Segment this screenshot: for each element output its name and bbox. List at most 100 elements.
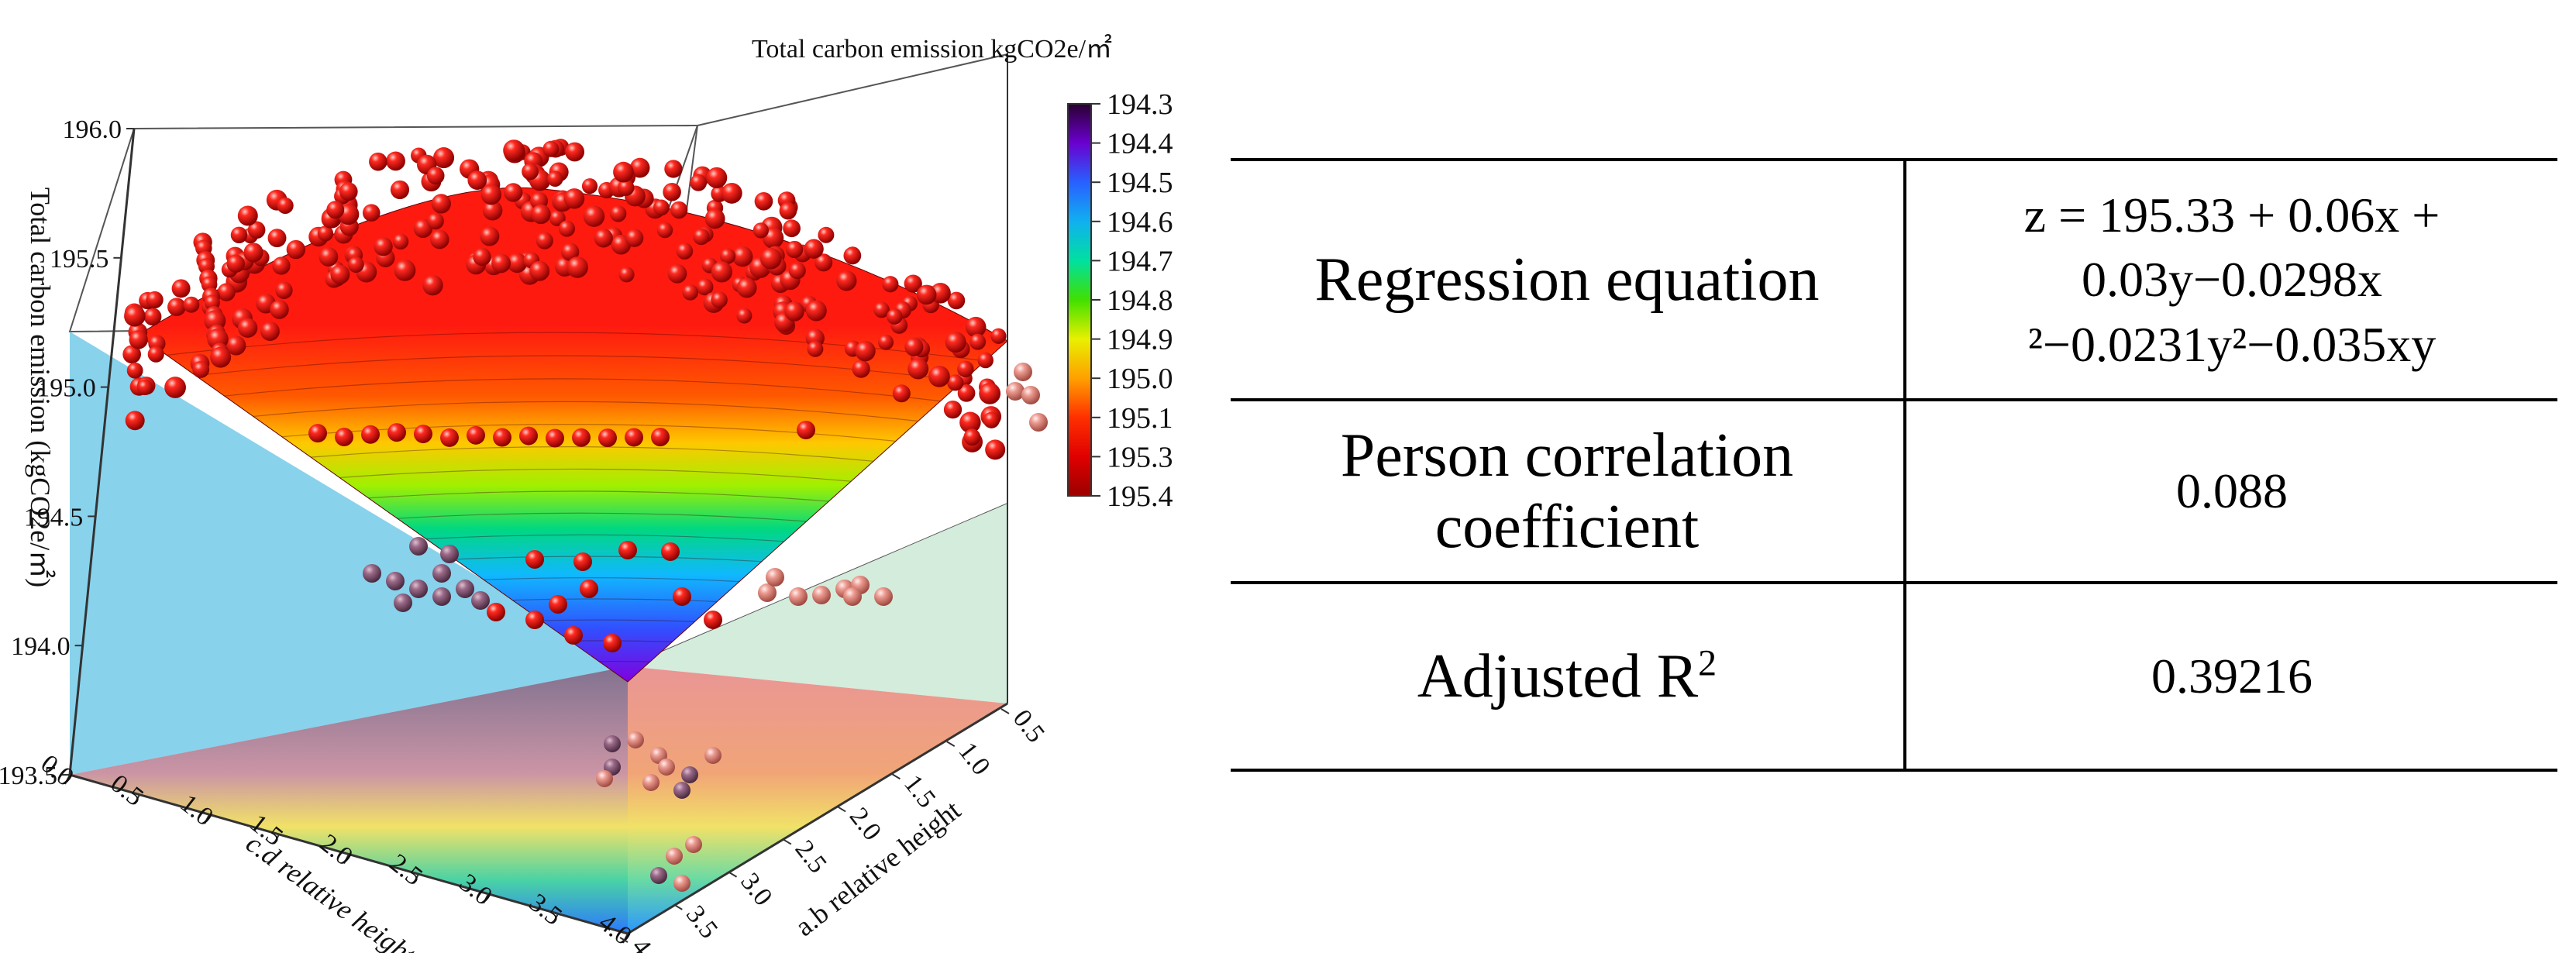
data-point [237,318,258,338]
data-point [549,210,566,227]
data-point [704,747,721,764]
data-point [784,301,804,322]
data-point [704,208,725,229]
data-point [567,256,588,278]
data-point [237,205,258,226]
y-tick-mark [728,871,738,878]
data-point [480,184,502,205]
colorbar-tick-label: 194.8 [1107,284,1173,317]
data-point [136,379,153,396]
z-tick-label: 196.0 [63,115,122,144]
data-point [210,346,232,368]
data-point [681,766,698,783]
contour-line [368,490,829,502]
data-point [947,291,966,310]
data-point [907,358,929,380]
data-point [690,174,708,191]
y-tick-mark [837,806,846,813]
z-tick-label: 195.5 [50,245,109,274]
data-point [519,426,538,446]
colorbar-tick-label: 194.3 [1107,88,1173,121]
data-point [667,263,687,284]
data-point [409,537,428,556]
x-tick-mark [622,933,629,944]
data-point [426,167,445,185]
data-point [1014,363,1032,381]
data-point [613,161,634,183]
data-point [394,593,412,612]
data-point [171,279,191,298]
data-point [596,770,613,787]
data-point [560,243,580,261]
data-point [573,552,592,571]
data-point [467,170,487,190]
data-point [758,583,777,602]
row-label: Adjusted R2 [1231,581,1906,772]
contour-line [224,378,941,402]
x-tick-mark [343,854,350,864]
data-point [783,219,801,238]
data-point [721,182,742,204]
data-point [965,316,987,338]
data-point [503,139,525,161]
data-point [546,428,564,448]
y-tick-mark [891,773,901,780]
data-point [482,200,503,221]
colorbar-title: Total carbon emission kgCO2e/㎡ [752,34,1112,64]
data-point [789,587,808,606]
colorbar-tick-label: 194.6 [1107,206,1173,239]
data-point [625,229,644,247]
data-point [386,151,405,171]
data-point [542,140,560,157]
data-point [963,428,981,446]
data-point [882,276,899,293]
y-tick-label: 4.0 [626,933,669,953]
data-point [752,222,769,239]
data-point [536,232,553,249]
data-point [487,603,505,621]
data-point [985,439,1006,460]
data-point [147,346,164,363]
data-point [374,237,393,256]
data-point [666,848,683,865]
data-point [471,591,490,610]
scatter-points [122,139,1048,892]
data-point [330,264,350,284]
data-point [146,291,164,309]
data-point [873,301,890,318]
regression-stats-table: Regression equation z = 195.33 + 0.06x +… [1231,158,2557,772]
data-point [347,256,364,274]
data-point [711,291,728,308]
data-point [852,360,870,378]
data-point [433,147,455,169]
row-label: Person correlation coefficient [1231,398,1906,584]
x-tick-mark [64,774,71,785]
data-point [339,182,358,201]
data-point [843,587,862,606]
z-tick-label: 194.5 [24,503,84,532]
regression-equation-value: z = 195.33 + 0.06x + 0.03y−0.0298x ²−0.0… [1905,158,2557,401]
colorbar [1067,103,1092,497]
data-point [797,421,815,439]
contour-line [311,446,874,462]
data-point [369,152,387,171]
z-axis-title: Total carbon emission (kgCO2e/㎡) [25,188,57,587]
x-tick-mark [274,834,280,845]
colorbar-tick-label: 195.0 [1107,363,1173,395]
data-point [855,340,876,362]
data-point [317,225,334,242]
row-label: Regression equation [1231,158,1906,401]
contour-line [195,355,963,382]
y-tick-label: 0.5 [1007,704,1050,748]
data-point [308,424,327,443]
data-point [230,226,248,244]
y-tick-mark [1000,708,1010,714]
data-point [1006,382,1025,401]
data-point [564,626,583,645]
data-point [491,253,511,274]
data-point [719,248,736,264]
data-point [625,428,643,447]
data-point [947,374,964,391]
data-point [126,362,143,379]
data-point [427,212,444,230]
